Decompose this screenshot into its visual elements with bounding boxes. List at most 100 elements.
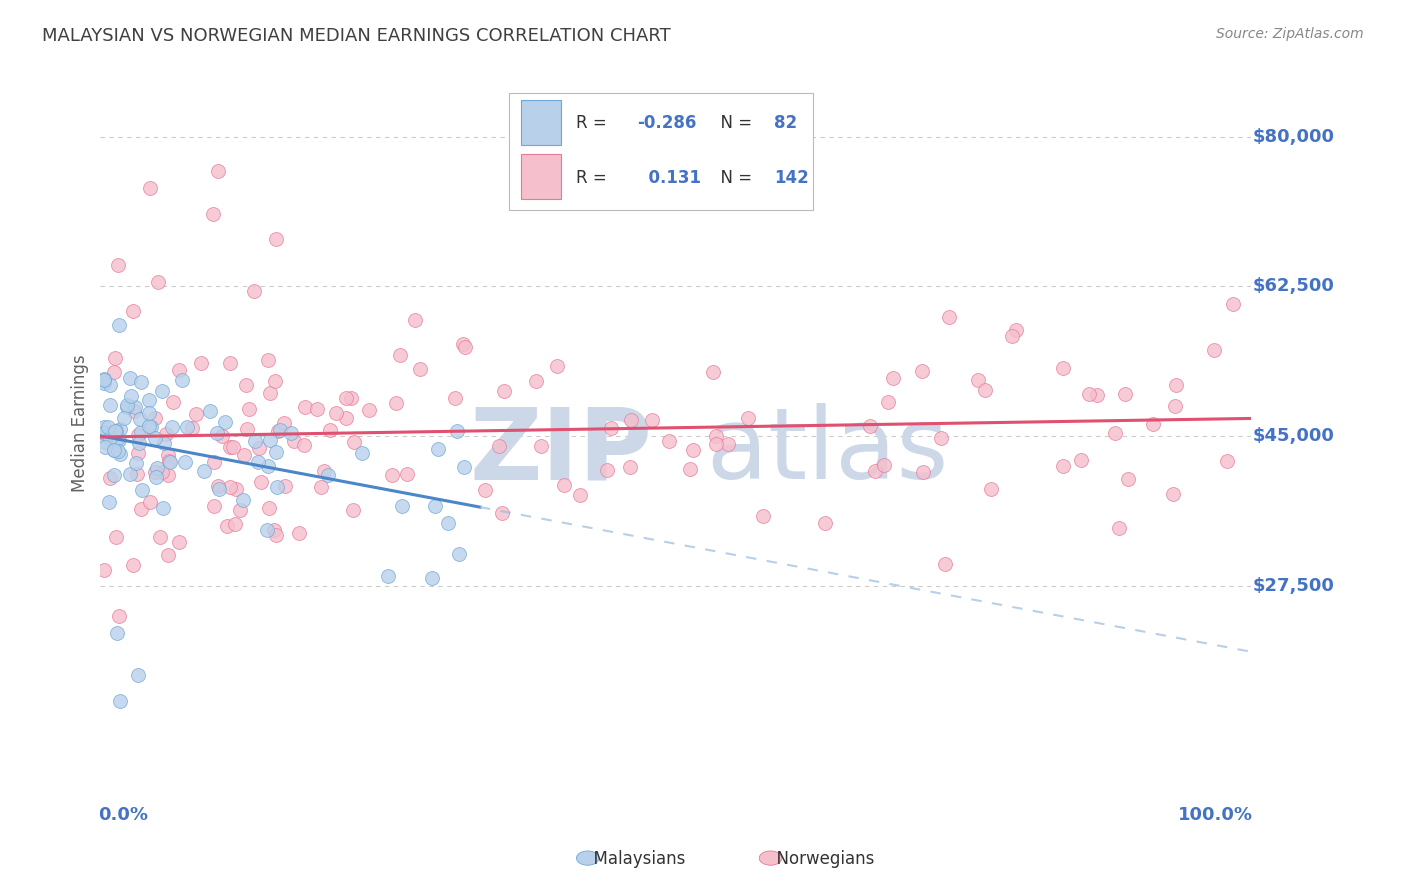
Point — [309, 480, 332, 494]
Point — [491, 506, 513, 520]
Point — [420, 571, 443, 585]
Point — [257, 501, 280, 516]
Point — [202, 455, 225, 469]
Point — [876, 394, 898, 409]
Point — [425, 499, 447, 513]
Point — [325, 406, 347, 420]
Point — [340, 391, 363, 405]
Point — [381, 468, 404, 483]
Point — [294, 438, 316, 452]
Point — [1052, 360, 1074, 375]
Point — [146, 275, 169, 289]
Point — [359, 403, 381, 417]
Point — [980, 482, 1002, 496]
Point — [929, 431, 952, 445]
Point — [184, 407, 207, 421]
Point — [157, 454, 180, 468]
Point — [973, 384, 995, 398]
Point — [752, 509, 775, 524]
Y-axis label: Median Earnings: Median Earnings — [72, 354, 89, 492]
Point — [1085, 388, 1108, 402]
Point — [553, 477, 575, 491]
Point — [138, 181, 160, 195]
Point — [342, 503, 364, 517]
Point — [600, 421, 623, 435]
Point — [872, 458, 894, 473]
Point — [259, 433, 281, 447]
Text: 100.0%: 100.0% — [1178, 806, 1253, 824]
Point — [145, 470, 167, 484]
Point — [314, 464, 336, 478]
Point — [453, 460, 475, 475]
Point — [1108, 521, 1130, 535]
Point — [702, 365, 724, 379]
Point — [156, 468, 179, 483]
Point — [129, 502, 152, 516]
Point — [620, 413, 643, 427]
Point — [1116, 472, 1139, 486]
Point — [139, 420, 162, 434]
Point — [202, 207, 225, 221]
Point — [222, 440, 245, 454]
Point — [149, 530, 172, 544]
Point — [335, 392, 357, 406]
Point — [343, 435, 366, 450]
Point — [105, 530, 128, 544]
Point — [103, 443, 125, 458]
Point — [107, 444, 129, 458]
Point — [224, 516, 246, 531]
Point — [404, 313, 426, 327]
Point — [967, 373, 990, 387]
Point — [152, 501, 174, 516]
Point — [488, 439, 510, 453]
Point — [219, 480, 242, 494]
Point — [453, 340, 475, 354]
Point — [235, 377, 257, 392]
Point — [131, 483, 153, 498]
Point — [122, 403, 145, 417]
Text: ZIP: ZIP — [470, 403, 652, 500]
Point — [118, 370, 141, 384]
Point — [474, 483, 496, 497]
Point — [120, 467, 142, 481]
Point — [156, 448, 179, 462]
Point — [110, 422, 132, 436]
Point — [704, 429, 727, 443]
Point — [679, 461, 702, 475]
Point — [93, 563, 115, 577]
Point — [335, 410, 357, 425]
Point — [233, 448, 256, 462]
Point — [524, 375, 547, 389]
Point — [207, 164, 229, 178]
Point — [263, 523, 285, 537]
Point — [207, 478, 229, 492]
Point — [247, 455, 270, 469]
Point — [193, 464, 215, 478]
Point — [93, 373, 115, 387]
Point — [145, 411, 167, 425]
Text: 0.0%: 0.0% — [98, 806, 148, 824]
Point — [93, 426, 115, 441]
Point — [156, 548, 179, 562]
Point — [108, 694, 131, 708]
Point — [159, 455, 181, 469]
Point — [1005, 323, 1028, 337]
Point — [274, 479, 297, 493]
Point — [128, 412, 150, 426]
Point — [131, 425, 153, 440]
Point — [446, 424, 468, 438]
Point — [243, 284, 266, 298]
Point — [103, 442, 125, 457]
Point — [160, 420, 183, 434]
Point — [267, 424, 290, 438]
Point — [129, 376, 152, 390]
Point — [863, 464, 886, 478]
Point — [546, 359, 568, 373]
Point — [619, 459, 641, 474]
Point — [104, 424, 127, 438]
Point — [97, 419, 120, 434]
Point — [1166, 377, 1188, 392]
Point — [232, 492, 254, 507]
Point — [98, 378, 121, 392]
Point — [107, 608, 129, 623]
